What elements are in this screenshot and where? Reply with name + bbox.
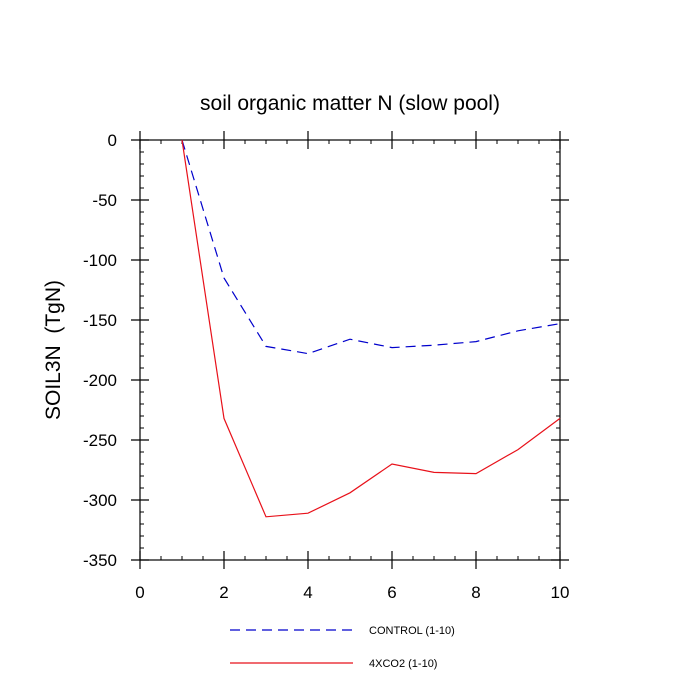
- y-tick-label: -250: [83, 431, 117, 450]
- x-tick-label: 10: [551, 583, 570, 602]
- y-tick-label: -50: [92, 191, 117, 210]
- series-line-4xco2: [181, 139, 561, 518]
- y-tick-label: 0: [108, 131, 117, 150]
- legend-label: CONTROL (1-10): [369, 625, 455, 637]
- x-tick-label: 2: [219, 583, 228, 602]
- legend-label: 4XCO2 (1-10): [369, 658, 437, 670]
- y-tick-label: -100: [83, 251, 117, 270]
- y-axis-label: SOIL3N (TgN): [42, 280, 65, 420]
- y-tick-label: -200: [83, 371, 117, 390]
- y-tick-label: -150: [83, 311, 117, 330]
- y-tick-label: -350: [83, 551, 117, 570]
- x-tick-label: 0: [135, 583, 144, 602]
- series-line-control: [181, 139, 561, 355]
- x-tick-label: 8: [471, 583, 480, 602]
- x-tick-label: 4: [303, 583, 312, 602]
- chart-title: soil organic matter N (slow pool): [200, 92, 500, 115]
- x-tick-label: 6: [387, 583, 396, 602]
- y-tick-label: -300: [83, 491, 117, 510]
- plot-frame: [139, 139, 561, 561]
